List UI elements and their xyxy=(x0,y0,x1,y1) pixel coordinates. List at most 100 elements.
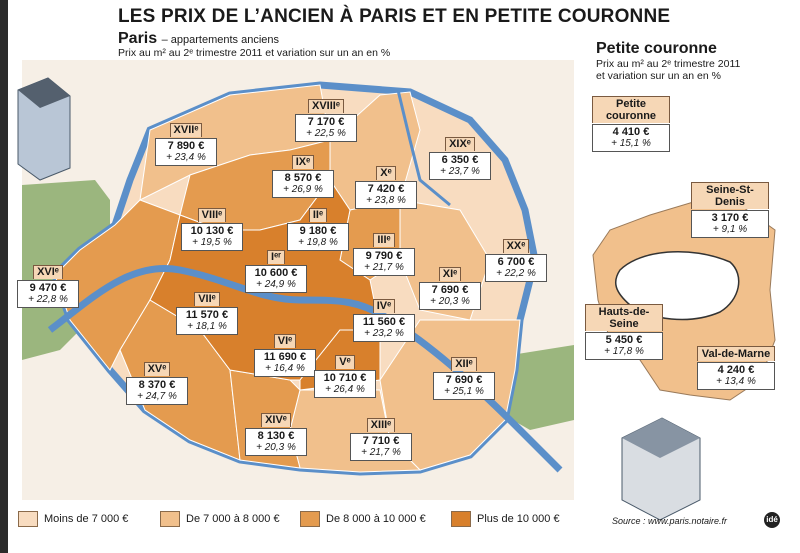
label-ix: IXᵉ 8 570 € + 26,9 % xyxy=(272,152,334,198)
arr-name: Iᵉʳ xyxy=(267,250,285,264)
label-xv: XVᵉ 8 370 € + 24,7 % xyxy=(126,359,188,405)
legend-swatch xyxy=(18,511,38,527)
building-illustration-left xyxy=(17,77,71,181)
arr-change: + 19,5 % xyxy=(192,237,232,248)
label-v: Vᵉ 10 710 € + 26,4 % xyxy=(314,352,376,398)
arr-price: 11 560 € xyxy=(362,316,406,328)
arr-change: + 16,4 % xyxy=(265,363,305,374)
dep-change: + 17,8 % xyxy=(604,346,644,357)
seine-river xyxy=(47,265,563,473)
label-ii: IIᵉ 9 180 € + 19,8 % xyxy=(287,205,349,251)
label-xii: XIIᵉ 7 690 € + 25,1 % xyxy=(433,354,495,400)
label-xix: XIXᵉ 6 350 € + 23,7 % xyxy=(429,134,491,180)
arr-name: XIᵉ xyxy=(438,267,462,281)
arr-name: VIIᵉ xyxy=(194,292,220,306)
arr-price: 11 570 € xyxy=(185,309,229,321)
legend-swatch xyxy=(451,511,471,527)
arr-name: XVᵉ xyxy=(143,362,171,376)
legend-item-8000-10000: De 8 000 à 10 000 € xyxy=(300,510,426,528)
label-hauts-de-seine: Hauts-de-Seine 5 450 € + 17,8 % xyxy=(585,304,663,360)
left-edge-strip xyxy=(0,0,8,553)
arr-change: + 23,8 % xyxy=(366,195,406,206)
main-title: LES PRIX DE L’ANCIEN À PARIS ET EN PETIT… xyxy=(118,6,671,27)
paris-title: Paris xyxy=(118,30,158,47)
arr-name: IIIᵉ xyxy=(373,233,395,247)
dep-name: Hauts-de-Seine xyxy=(585,304,663,331)
arr-price: 10 600 € xyxy=(254,267,298,279)
arr-price: 8 570 € xyxy=(284,172,322,184)
legend-swatch xyxy=(160,511,180,527)
petite-couronne-title: Petite couronne xyxy=(596,40,717,57)
label-xviii: XVIIIᵉ 7 170 € + 22,5 % xyxy=(295,96,357,142)
source-text: Source : www.paris.notaire.fr xyxy=(612,516,728,526)
arr-price: 7 690 € xyxy=(431,284,469,296)
arr-name: XXᵉ xyxy=(502,239,530,253)
paris-subtitle: – appartements anciens xyxy=(161,34,280,46)
legend-label: Moins de 7 000 € xyxy=(44,513,129,525)
arr-price: 8 370 € xyxy=(138,379,176,391)
arr-change: + 25,1 % xyxy=(444,386,484,397)
arr-change: + 23,7 % xyxy=(440,166,480,177)
label-xiv: XIVᵉ 8 130 € + 20,3 % xyxy=(245,410,307,456)
dep-name: Seine-St-Denis xyxy=(691,182,769,209)
arr-price: 6 350 € xyxy=(441,154,479,166)
label-vii: VIIᵉ 11 570 € + 18,1 % xyxy=(176,289,238,335)
arr-name: XIIᵉ xyxy=(451,357,477,371)
building-illustration-right xyxy=(621,417,701,521)
arr-name: Vᵉ xyxy=(335,355,355,369)
arr-name: XVIIIᵉ xyxy=(308,99,344,113)
arr-change: + 22,5 % xyxy=(306,128,346,139)
arr-change: + 22,8 % xyxy=(28,294,68,305)
dep-name: Petite couronne xyxy=(592,96,670,123)
label-viii: VIIIᵉ 10 130 € + 19,5 % xyxy=(181,205,243,251)
dep-price: 3 170 € xyxy=(711,212,749,224)
arr-change: + 18,1 % xyxy=(187,321,227,332)
legend-label: De 8 000 à 10 000 € xyxy=(326,513,426,525)
arr-change: + 26,9 % xyxy=(283,184,323,195)
arr-name: IXᵉ xyxy=(291,155,315,169)
arr-name: Xᵉ xyxy=(376,166,396,180)
arr-change: + 19,8 % xyxy=(298,237,338,248)
petite-couronne-heading: Petite couronne Prix au m² au 2ᵉ trimest… xyxy=(596,40,796,82)
arr-change: + 20,3 % xyxy=(256,442,296,453)
label-xvi: XVIᵉ 9 470 € + 22,8 % xyxy=(17,262,79,308)
dep-name: Val-de-Marne xyxy=(697,346,775,361)
arr-name: IIᵉ xyxy=(308,208,328,222)
dep-change: + 9,1 % xyxy=(712,224,748,235)
legend-swatch xyxy=(300,511,320,527)
label-xi: XIᵉ 7 690 € + 20,3 % xyxy=(419,264,481,310)
label-xiii: XIIIᵉ 7 710 € + 21,7 % xyxy=(350,415,412,461)
legend-item-lt7000: Moins de 7 000 € xyxy=(18,510,128,528)
paris-in-petite-couronne xyxy=(614,250,740,321)
arr-name: IVᵉ xyxy=(372,299,396,313)
arr-change: + 21,7 % xyxy=(361,447,401,458)
label-vi: VIᵉ 11 690 € + 16,4 % xyxy=(254,331,316,377)
arr-price: 9 790 € xyxy=(365,250,403,262)
label-xvii: XVIIᵉ 7 890 € + 23,4 % xyxy=(155,120,217,166)
arr-name: XIXᵉ xyxy=(445,137,475,151)
arr-name: XVIIᵉ xyxy=(169,123,203,137)
dep-change: + 15,1 % xyxy=(611,138,651,149)
label-seine-st-denis: Seine-St-Denis 3 170 € + 9,1 % xyxy=(691,182,769,238)
arr-name: XVIᵉ xyxy=(33,265,63,279)
arr-price: 7 710 € xyxy=(362,435,400,447)
arr-price: 10 130 € xyxy=(190,225,234,237)
arr-price: 8 130 € xyxy=(257,430,295,442)
dep-price: 4 410 € xyxy=(612,126,650,138)
arr-name: VIIIᵉ xyxy=(197,208,227,222)
dep-change: + 13,4 % xyxy=(716,376,756,387)
dep-price: 4 240 € xyxy=(717,364,755,376)
canal xyxy=(396,89,451,207)
arr-price: 10 710 € xyxy=(323,372,367,384)
legend-label: Plus de 10 000 € xyxy=(477,513,560,525)
arr-price: 11 690 € xyxy=(263,351,307,363)
label-i: Iᵉʳ 10 600 € + 24,9 % xyxy=(245,247,307,293)
arr-price: 7 170 € xyxy=(307,116,345,128)
arr-change: + 26,4 % xyxy=(325,384,365,395)
label-xx: XXᵉ 6 700 € + 22,2 % xyxy=(485,236,547,282)
label-val-de-marne: Val-de-Marne 4 240 € + 13,4 % xyxy=(697,344,775,390)
petite-couronne-caption-1: Prix au m² au 2ᵉ trimestre 2011 xyxy=(596,58,741,70)
paris-heading: Paris – appartements anciens xyxy=(118,30,279,48)
arr-change: + 24,9 % xyxy=(256,279,296,290)
